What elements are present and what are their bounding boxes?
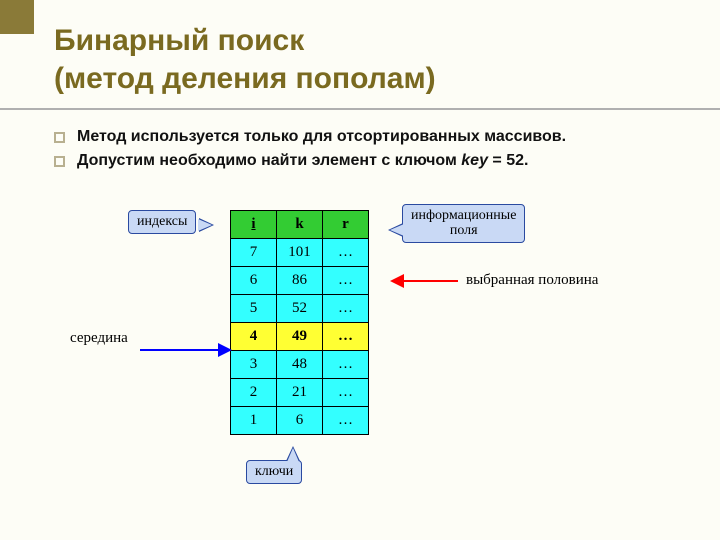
title-line-1: Бинарный поиск xyxy=(54,22,436,60)
cell-i: 4 xyxy=(231,323,277,351)
cell-k: 6 xyxy=(277,407,323,435)
cell-k: 52 xyxy=(277,295,323,323)
header-k: k xyxy=(277,211,323,239)
table-row: 1 6 … xyxy=(231,407,369,435)
table-row: 2 21 … xyxy=(231,379,369,407)
arrow-selected-head xyxy=(390,274,404,288)
table-row: 3 48 … xyxy=(231,351,369,379)
cell-i: 6 xyxy=(231,267,277,295)
table-row-middle: 4 49 … xyxy=(231,323,369,351)
bullet-text: Допустим необходимо найти элемент с ключ… xyxy=(77,152,528,170)
cell-r: … xyxy=(323,239,369,267)
callout-keys: ключи xyxy=(246,460,302,484)
bullet-item: Метод используется только для отсортиров… xyxy=(54,128,566,146)
header-r: r xyxy=(323,211,369,239)
accent-square xyxy=(0,0,34,34)
cell-r: … xyxy=(323,295,369,323)
title-line-2: (метод деления пополам) xyxy=(54,60,436,98)
bullet-marker xyxy=(54,156,65,167)
diagram-area: индексы информационные поля i k r 7 101 … xyxy=(100,210,640,510)
table-header-row: i k r xyxy=(231,211,369,239)
cell-k: 86 xyxy=(277,267,323,295)
callout-indexes: индексы xyxy=(128,210,196,234)
arrow-middle-head xyxy=(218,343,232,357)
label-selected-half: выбранная половина xyxy=(466,272,598,289)
bullet-list: Метод используется только для отсортиров… xyxy=(54,128,566,176)
arrow-middle-line xyxy=(140,349,218,351)
cell-i: 3 xyxy=(231,351,277,379)
header-i: i xyxy=(231,211,277,239)
array-table: i k r 7 101 … 6 86 … 5 52 … 4 49 … 3 48 … xyxy=(230,210,369,435)
label-middle: середина xyxy=(70,330,128,347)
cell-k: 49 xyxy=(277,323,323,351)
cell-k: 101 xyxy=(277,239,323,267)
callout-tail xyxy=(287,448,299,462)
bullet-text: Метод используется только для отсортиров… xyxy=(77,128,566,146)
arrow-selected-line xyxy=(404,280,458,282)
horizontal-rule xyxy=(0,108,720,110)
callout-info-line2: поля xyxy=(450,223,478,238)
callout-info-line1: информационные xyxy=(411,208,516,223)
cell-r: … xyxy=(323,407,369,435)
bullet-item: Допустим необходимо найти элемент с ключ… xyxy=(54,152,566,170)
cell-r: … xyxy=(323,351,369,379)
callout-tail xyxy=(198,219,212,231)
cell-i: 7 xyxy=(231,239,277,267)
table-row: 5 52 … xyxy=(231,295,369,323)
cell-i: 2 xyxy=(231,379,277,407)
cell-r: … xyxy=(323,267,369,295)
bullet-marker xyxy=(54,132,65,143)
table-row: 6 86 … xyxy=(231,267,369,295)
cell-k: 48 xyxy=(277,351,323,379)
callout-info-fields: информационные поля xyxy=(402,204,525,243)
cell-i: 5 xyxy=(231,295,277,323)
cell-r: … xyxy=(323,379,369,407)
callout-tail xyxy=(390,224,404,236)
slide-title: Бинарный поиск (метод деления пополам) xyxy=(54,22,436,97)
cell-r: … xyxy=(323,323,369,351)
cell-i: 1 xyxy=(231,407,277,435)
table-row: 7 101 … xyxy=(231,239,369,267)
cell-k: 21 xyxy=(277,379,323,407)
